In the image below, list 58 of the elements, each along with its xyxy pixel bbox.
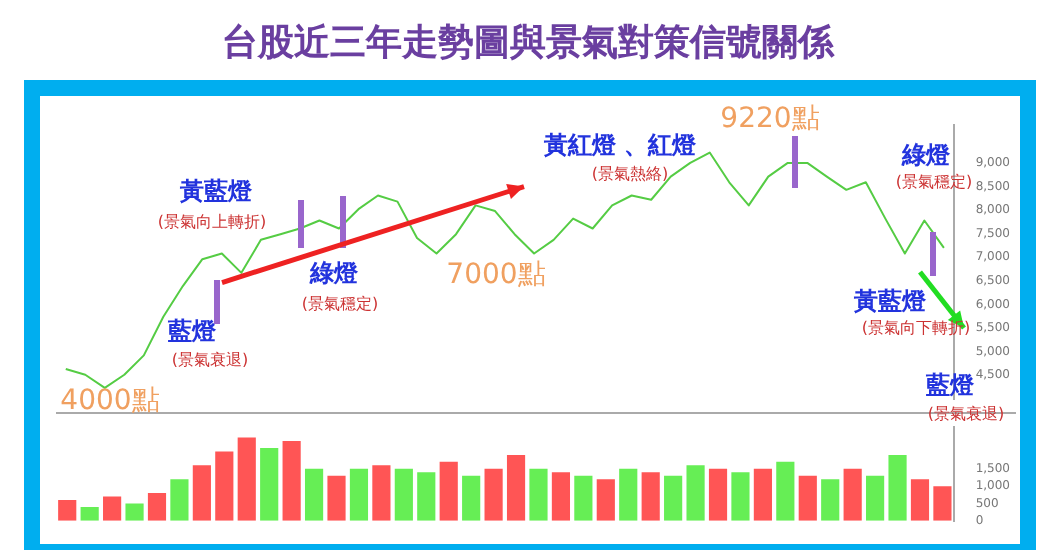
annotation: 綠燈 bbox=[902, 140, 950, 170]
bar bbox=[574, 475, 593, 521]
annotation: 黃藍燈 bbox=[854, 286, 926, 316]
bar bbox=[843, 468, 862, 521]
bar bbox=[58, 500, 77, 521]
bar bbox=[933, 486, 952, 521]
annotation: (景氣向上轉折) bbox=[157, 213, 267, 233]
bar bbox=[80, 506, 99, 521]
bar bbox=[506, 454, 526, 521]
bar bbox=[327, 475, 346, 521]
bar bbox=[147, 493, 167, 521]
annotation: 7000點 bbox=[446, 258, 546, 292]
bar bbox=[708, 468, 728, 521]
bar bbox=[417, 472, 436, 521]
annotation: 藍燈 bbox=[168, 316, 216, 346]
annotation: (景氣穩定) bbox=[895, 173, 973, 193]
bar bbox=[866, 475, 885, 521]
bar bbox=[551, 472, 571, 521]
text: (景氣衰退) bbox=[927, 405, 1005, 425]
annotation: 4000點 bbox=[60, 384, 160, 418]
bar bbox=[529, 468, 548, 521]
chart-title: 台股近三年走勢圖與景氣對策信號關係 bbox=[220, 20, 837, 68]
bar bbox=[170, 479, 189, 521]
bar bbox=[641, 472, 660, 521]
bar bbox=[192, 465, 211, 521]
annotation: (景氣衰退) bbox=[171, 351, 249, 371]
annotation: 藍燈 bbox=[926, 370, 974, 400]
bar bbox=[439, 461, 458, 521]
bar bbox=[103, 496, 122, 521]
bar bbox=[798, 475, 817, 521]
bar bbox=[619, 468, 638, 521]
bar bbox=[260, 448, 279, 521]
annotation: (景氣穩定) bbox=[301, 295, 379, 315]
bar bbox=[215, 451, 234, 521]
bar bbox=[753, 468, 772, 521]
bar bbox=[372, 465, 391, 521]
bar bbox=[394, 468, 413, 521]
bar bbox=[282, 441, 301, 521]
bar bbox=[484, 468, 503, 521]
annotation: 綠燈 bbox=[310, 258, 358, 288]
bar bbox=[304, 468, 324, 521]
bar bbox=[596, 479, 615, 521]
annotation: 黃紅燈 、紅燈 bbox=[543, 130, 697, 160]
bar bbox=[731, 472, 750, 521]
bar bbox=[125, 503, 144, 521]
bar bbox=[686, 465, 705, 521]
bar bbox=[462, 475, 481, 521]
bar bbox=[349, 468, 369, 521]
bar bbox=[776, 461, 795, 521]
annotation: (景氣熱絡) bbox=[591, 165, 669, 185]
bar bbox=[664, 475, 683, 521]
bar bbox=[910, 479, 930, 521]
annotation: (景氣向下轉折) bbox=[861, 319, 971, 339]
bar bbox=[821, 479, 840, 521]
bar bbox=[237, 437, 256, 521]
bar bbox=[888, 454, 907, 521]
annotation: 9220點 bbox=[720, 102, 820, 136]
annotation: 黃藍燈 bbox=[180, 176, 252, 206]
